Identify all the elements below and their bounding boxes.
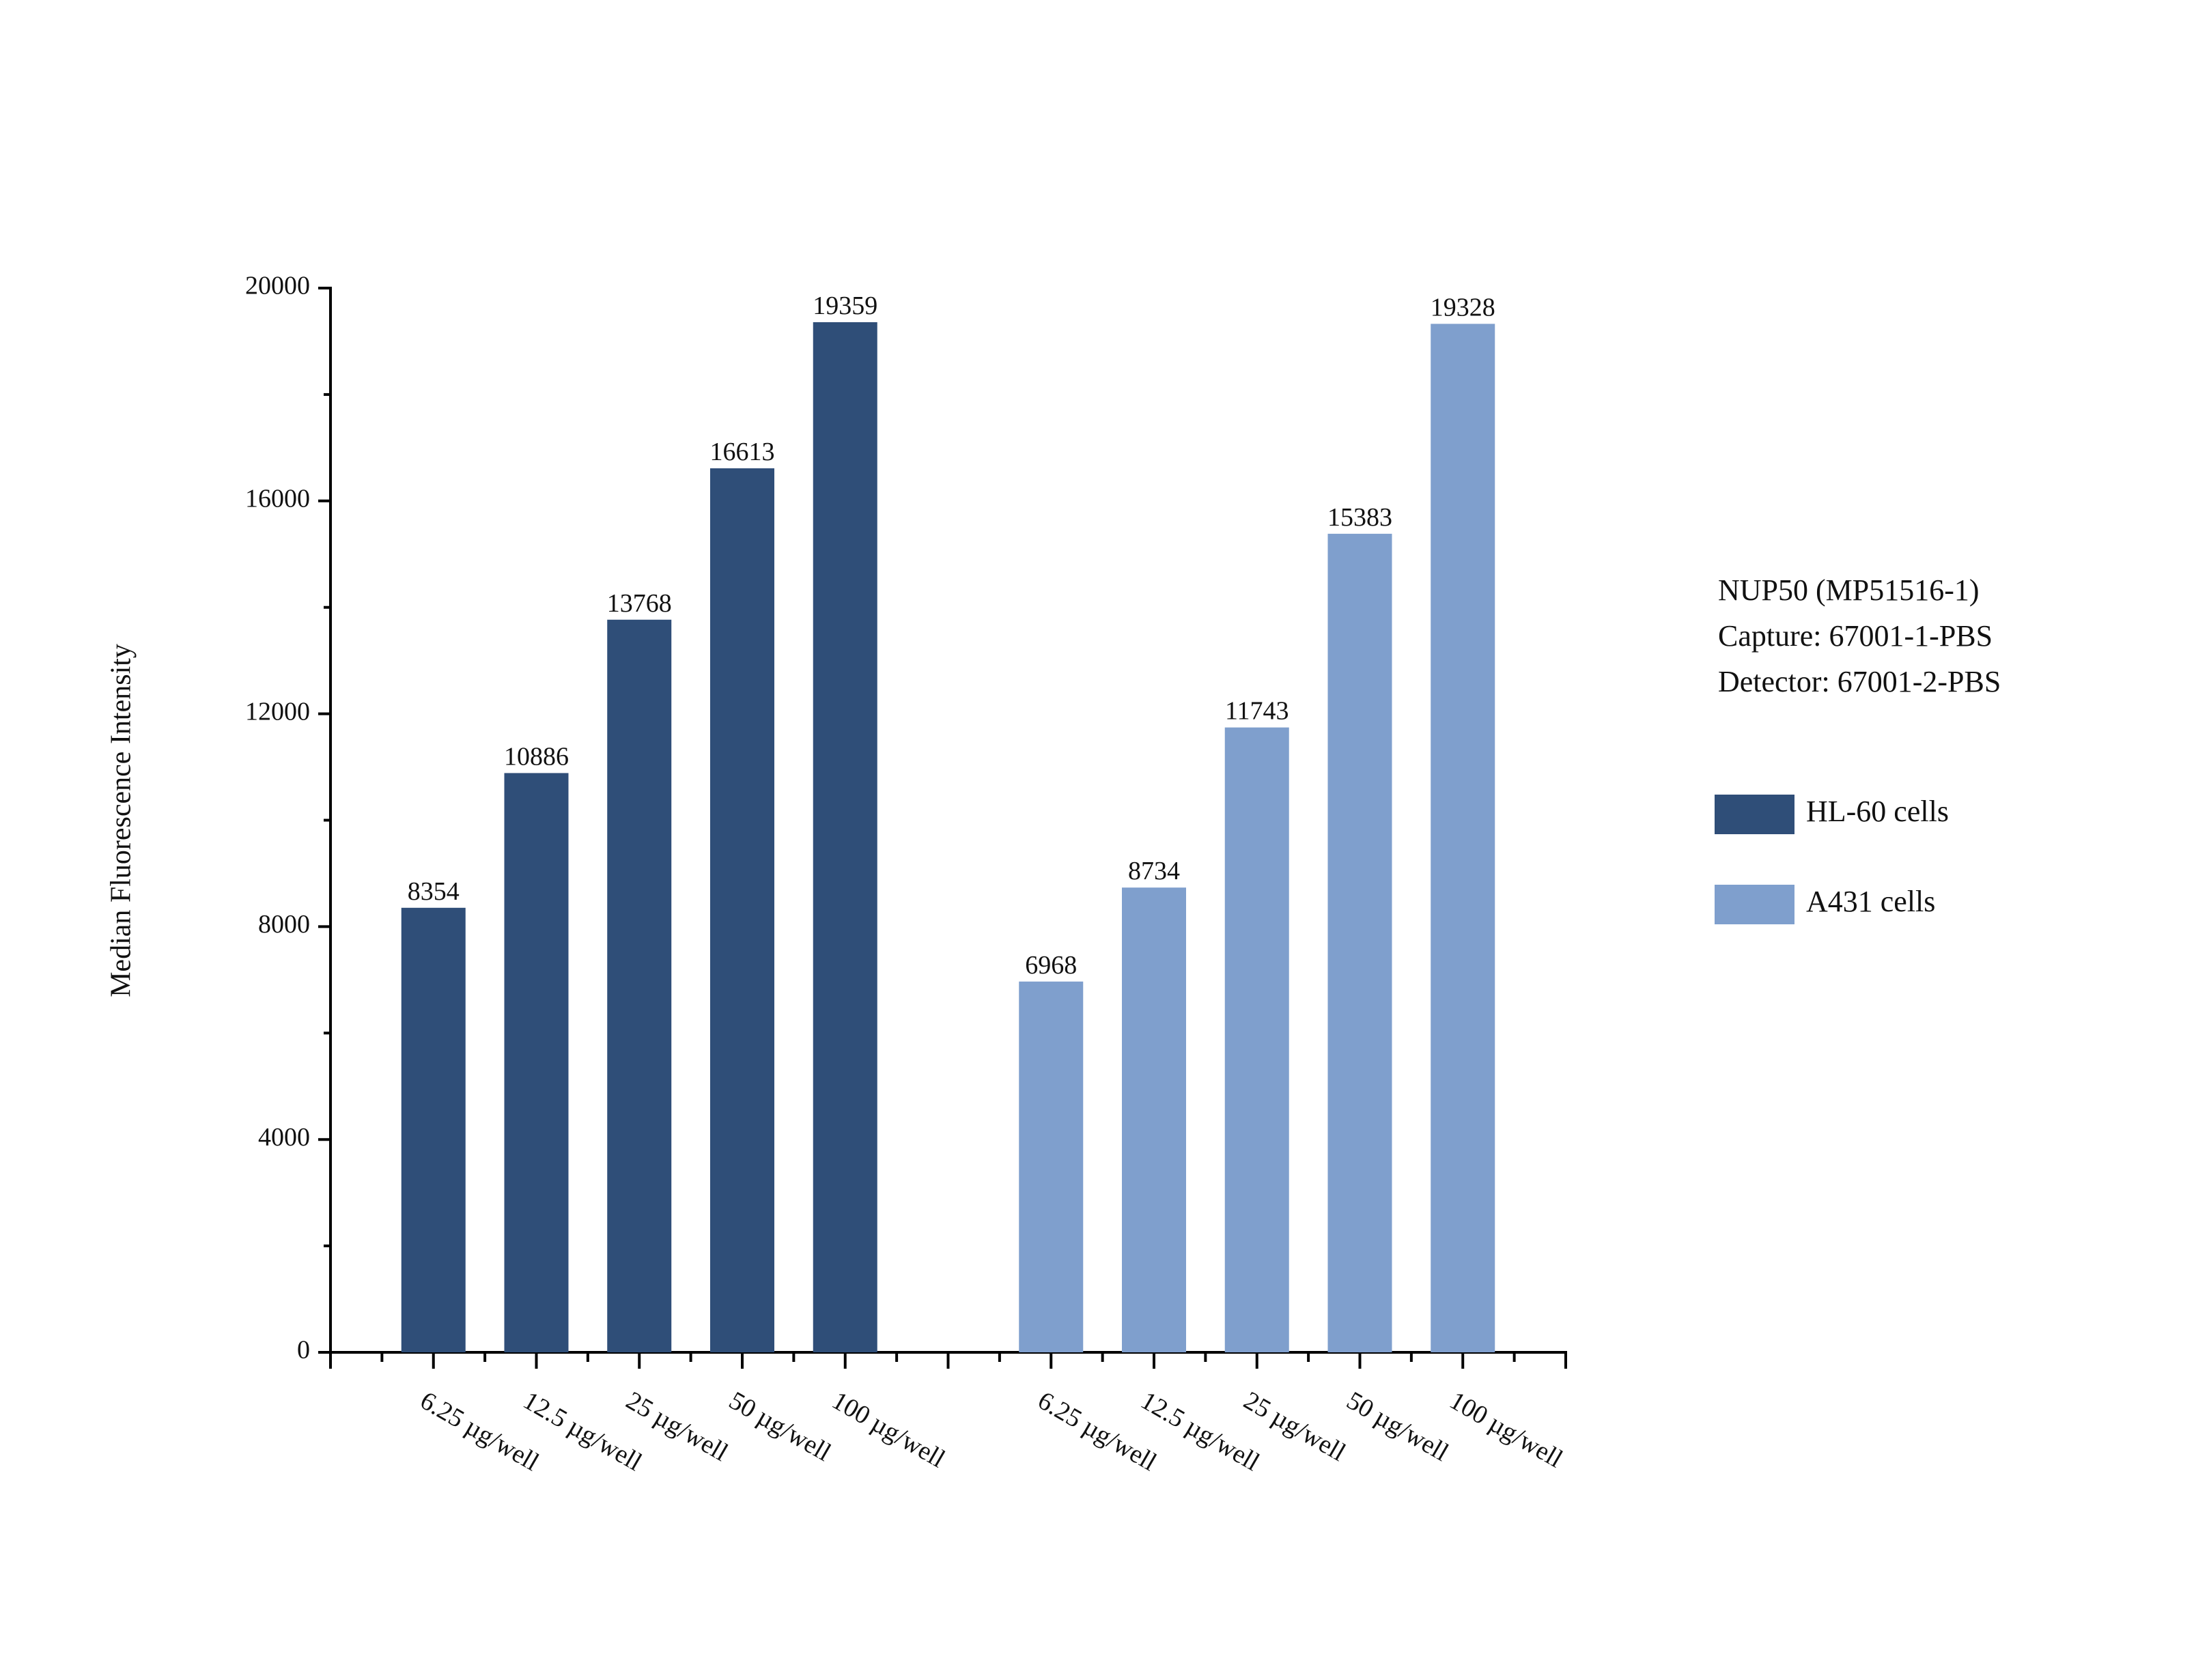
data-label: 8354	[408, 877, 460, 906]
bar	[1431, 324, 1495, 1353]
bar	[504, 773, 569, 1352]
data-label: 15383	[1327, 503, 1392, 532]
bar	[710, 468, 774, 1353]
annotation: NUP50 (MP51516-1)	[1718, 573, 1980, 607]
legend-swatch	[1715, 795, 1794, 834]
data-label: 6968	[1025, 951, 1077, 980]
legend-label: HL-60 cells	[1806, 795, 1949, 828]
y-tick-label: 16000	[245, 485, 310, 513]
y-tick-label: 8000	[258, 910, 310, 939]
y-tick-label: 20000	[245, 272, 310, 300]
y-axis-title: Median Fluorescence Intensity	[106, 644, 137, 997]
legend-label: A431 cells	[1806, 885, 1935, 918]
bar	[813, 322, 877, 1352]
data-label: 16613	[710, 438, 775, 466]
bar	[607, 619, 672, 1352]
y-tick-label: 4000	[258, 1123, 310, 1152]
bar	[1327, 533, 1392, 1352]
annotation: Detector: 67001-2-PBS	[1718, 665, 2001, 698]
y-tick-label: 0	[297, 1336, 310, 1365]
bar	[1019, 981, 1084, 1352]
data-label: 19328	[1431, 293, 1495, 322]
bar	[401, 907, 466, 1352]
annotation: Capture: 67001-1-PBS	[1718, 619, 1993, 653]
data-label: 10886	[504, 742, 569, 771]
data-label: 13768	[607, 589, 672, 618]
data-label: 19359	[813, 291, 877, 320]
y-tick-label: 12000	[245, 697, 310, 726]
bar	[1122, 887, 1186, 1352]
data-label: 8734	[1128, 857, 1180, 885]
data-label: 11743	[1225, 697, 1289, 726]
bar	[1224, 727, 1289, 1352]
legend-swatch	[1715, 885, 1794, 924]
